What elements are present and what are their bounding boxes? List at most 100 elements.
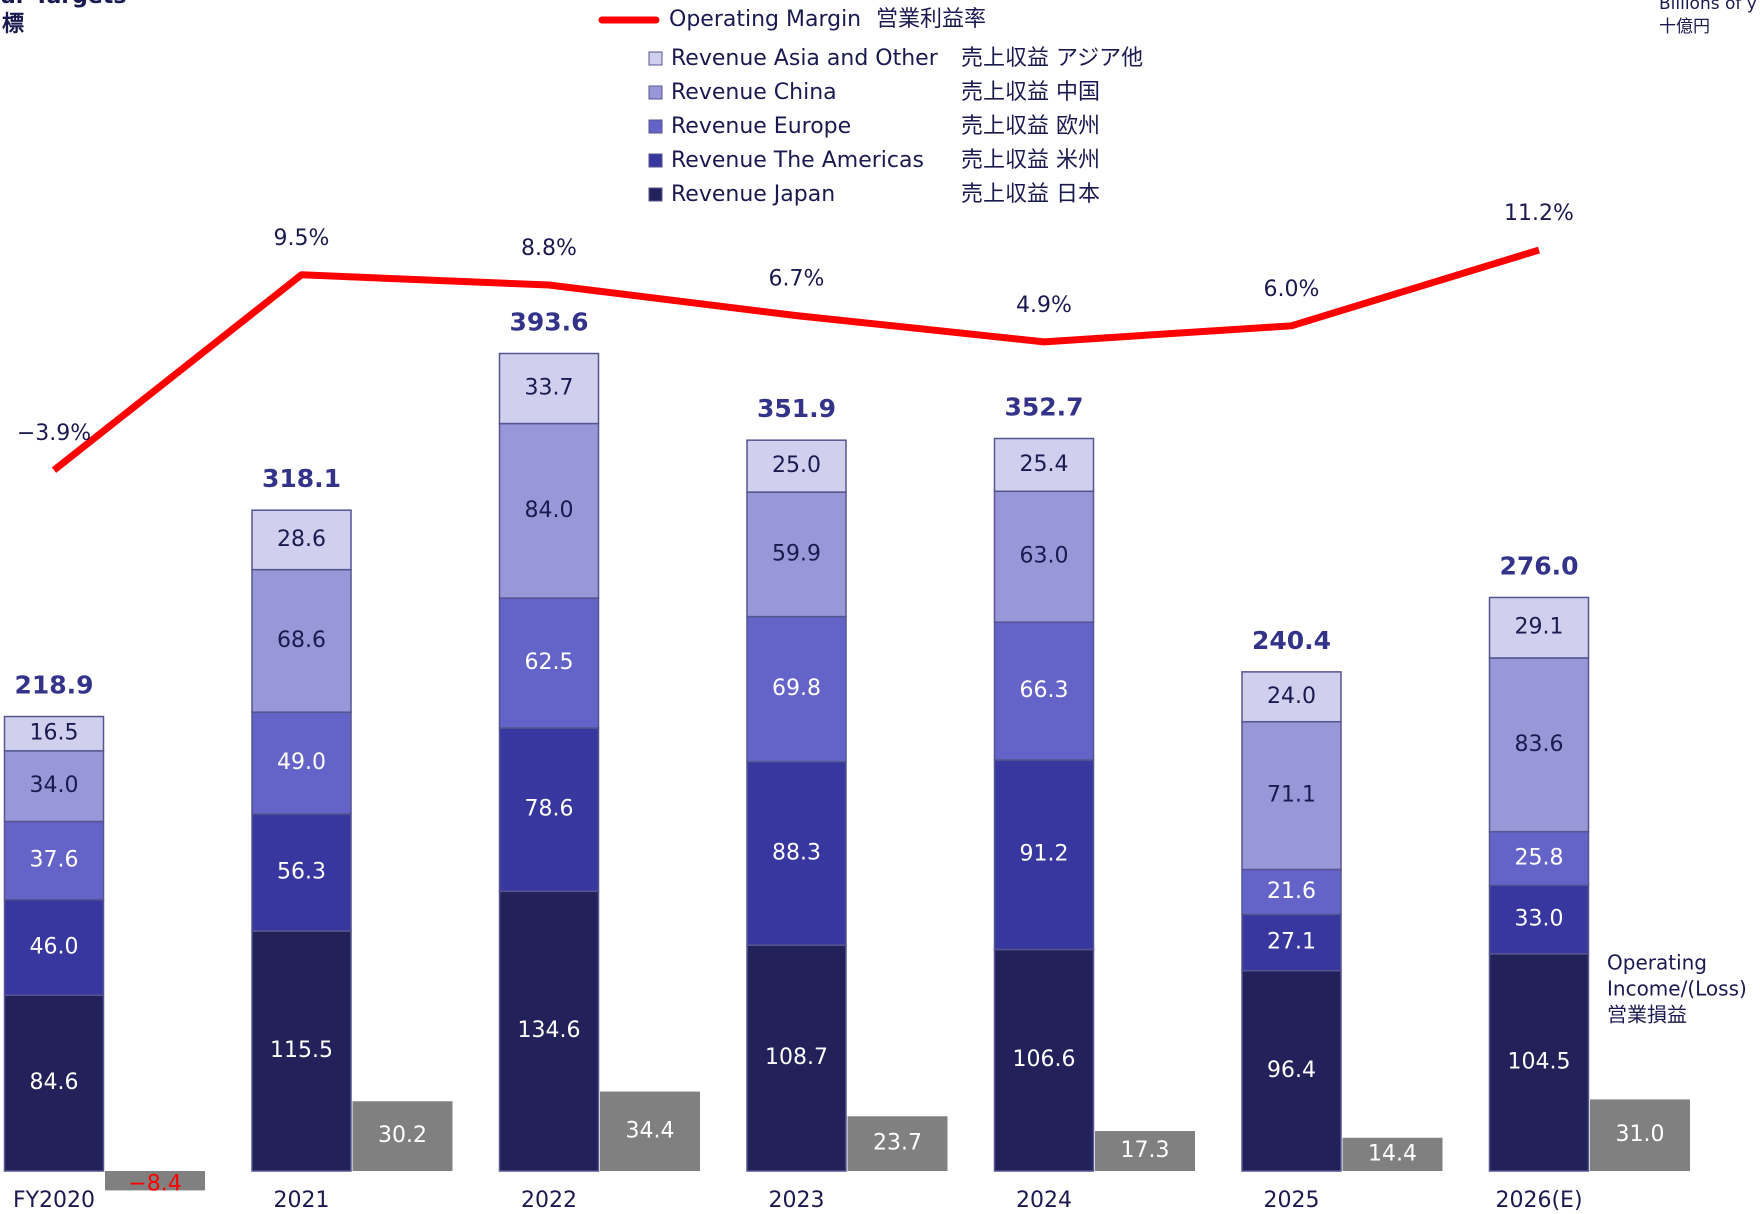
bar-segment bbox=[993, 759, 1095, 951]
bar-segment bbox=[746, 439, 847, 493]
x-tick-label: 2024 bbox=[1016, 1188, 1072, 1213]
bar-segment bbox=[1488, 953, 1590, 1172]
bar-label: 28.6 bbox=[277, 527, 326, 552]
margin-label: 6.7% bbox=[769, 267, 825, 292]
legend-label: 営業利益率 bbox=[876, 7, 986, 32]
bar-segment bbox=[746, 944, 847, 1172]
bar-label: 21.6 bbox=[1267, 879, 1316, 904]
bar-label: 71.1 bbox=[1267, 783, 1316, 808]
legend-label: Revenue Japan bbox=[671, 182, 835, 207]
bar-segment bbox=[993, 490, 1095, 623]
bar-label: 46.0 bbox=[30, 934, 79, 959]
bar-label: 104.5 bbox=[1508, 1049, 1571, 1074]
annotation: Operating bbox=[1607, 951, 1707, 975]
bar-segment bbox=[1488, 830, 1590, 887]
chart-title: ear Targets bbox=[0, 0, 126, 9]
income-bar bbox=[1095, 1131, 1195, 1171]
bar-segment bbox=[498, 597, 600, 729]
unit-label: Billions of y bbox=[1659, 0, 1757, 14]
total-label: 276.0 bbox=[1499, 551, 1578, 580]
annotation: 営業損益 bbox=[1607, 1003, 1687, 1027]
legend-label: 売上収益 アジア他 bbox=[961, 46, 1143, 71]
bar-label: 83.6 bbox=[1515, 732, 1564, 757]
income-bar bbox=[105, 1171, 205, 1191]
bar-label: 16.5 bbox=[30, 721, 79, 746]
income-label: 34.4 bbox=[626, 1118, 675, 1143]
bar-label: 59.9 bbox=[772, 541, 821, 566]
income-bar bbox=[1590, 1099, 1690, 1171]
bar-label: 108.7 bbox=[765, 1045, 828, 1070]
bar-segment bbox=[251, 930, 352, 1172]
bar-label: 24.0 bbox=[1267, 684, 1316, 709]
x-tick-label: FY2020 bbox=[13, 1188, 95, 1213]
bar-label: 115.5 bbox=[270, 1038, 333, 1063]
bar-segment bbox=[251, 509, 352, 571]
bar-segment bbox=[251, 813, 352, 932]
margin-label: −3.9% bbox=[17, 421, 91, 446]
legend-label: Revenue Asia and Other bbox=[671, 46, 939, 71]
bar-label: 49.0 bbox=[277, 750, 326, 775]
bar-segment bbox=[251, 568, 352, 713]
bar-segment bbox=[1241, 969, 1342, 1172]
bar-segment bbox=[3, 750, 105, 823]
x-tick-label: 2022 bbox=[521, 1188, 577, 1213]
bar-segment bbox=[1488, 884, 1590, 955]
x-tick-label: 2023 bbox=[769, 1188, 825, 1213]
bar-segment bbox=[1241, 913, 1342, 972]
income-bar bbox=[847, 1116, 948, 1171]
x-tick-label: 2026(E) bbox=[1495, 1188, 1582, 1213]
bar-label: 29.1 bbox=[1515, 615, 1564, 640]
legend-label: 売上収益 日本 bbox=[961, 182, 1100, 207]
income-bar bbox=[352, 1101, 453, 1171]
bar-label: 33.0 bbox=[1515, 907, 1564, 932]
bar-label: 25.0 bbox=[772, 453, 821, 478]
legend-swatch bbox=[648, 187, 663, 202]
bar-segment bbox=[1488, 596, 1590, 659]
legend-label: Revenue The Americas bbox=[671, 148, 924, 173]
margin-label: 4.9% bbox=[1016, 293, 1072, 318]
legend-swatch bbox=[648, 51, 663, 66]
margin-label: 9.5% bbox=[274, 226, 330, 251]
margin-label: 8.8% bbox=[521, 236, 577, 261]
bar-label: 63.0 bbox=[1020, 544, 1069, 569]
income-label: −8.4 bbox=[128, 1172, 181, 1197]
legend-swatch bbox=[648, 119, 663, 134]
margin-label: 6.0% bbox=[1264, 277, 1320, 302]
income-label: 14.4 bbox=[1368, 1141, 1417, 1166]
total-label: 240.4 bbox=[1252, 626, 1331, 655]
bar-segment bbox=[1241, 720, 1342, 871]
bar-label: 106.6 bbox=[1013, 1047, 1076, 1072]
bar-label: 56.3 bbox=[277, 859, 326, 884]
income-label: 31.0 bbox=[1616, 1122, 1665, 1147]
income-label: 30.2 bbox=[378, 1123, 427, 1148]
bar-segment bbox=[498, 890, 600, 1172]
bar-segment bbox=[3, 994, 105, 1172]
bar-label: 78.6 bbox=[525, 797, 574, 822]
bar-label: 34.0 bbox=[30, 773, 79, 798]
bar-segment bbox=[1241, 671, 1342, 723]
legend-label: 売上収益 欧州 bbox=[961, 114, 1100, 139]
bar-label: 27.1 bbox=[1267, 930, 1316, 955]
bar-label: 96.4 bbox=[1267, 1058, 1316, 1083]
bar-segment bbox=[1241, 868, 1342, 916]
legend-label: 売上収益 米州 bbox=[961, 148, 1100, 173]
bar-segment bbox=[746, 615, 847, 763]
bar-segment bbox=[746, 491, 847, 618]
total-label: 352.7 bbox=[1004, 393, 1083, 422]
legend-label: Revenue Europe bbox=[671, 114, 851, 139]
total-label: 318.1 bbox=[262, 464, 341, 493]
total-label: 218.9 bbox=[14, 671, 93, 700]
income-label: 23.7 bbox=[873, 1131, 922, 1156]
bar-label: 66.3 bbox=[1020, 678, 1069, 703]
bar-label: 84.6 bbox=[30, 1070, 79, 1095]
legend-swatch bbox=[648, 153, 663, 168]
bar-label: 88.3 bbox=[772, 840, 821, 865]
annotation: Income/(Loss) bbox=[1607, 977, 1747, 1001]
x-tick-label: 2025 bbox=[1264, 1188, 1320, 1213]
total-label: 393.6 bbox=[509, 308, 588, 337]
bar-label: 91.2 bbox=[1020, 842, 1069, 867]
chart-title: 標 bbox=[2, 12, 24, 37]
x-tick-label: 2021 bbox=[274, 1188, 330, 1213]
margin-line bbox=[51, 246, 1541, 473]
